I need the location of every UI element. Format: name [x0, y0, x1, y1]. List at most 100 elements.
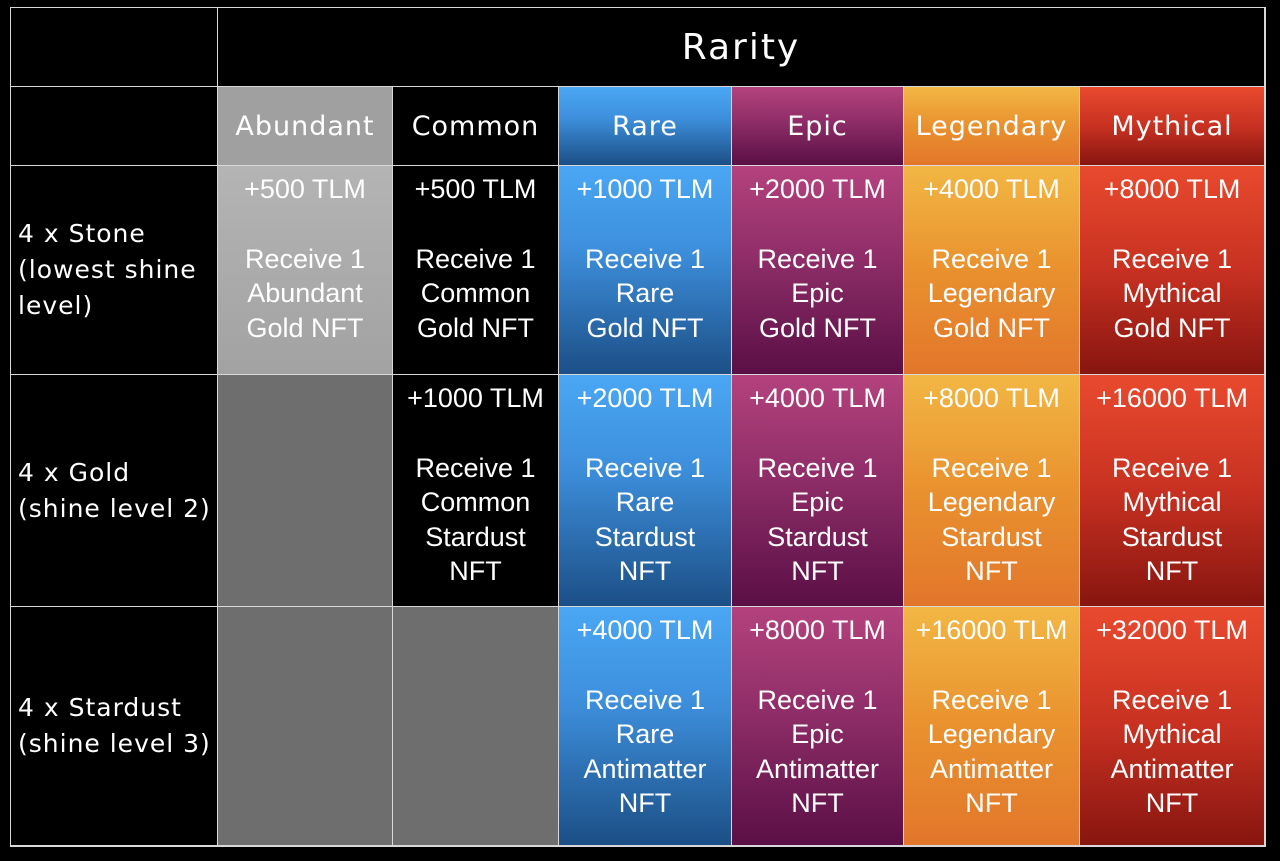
reward-text-line: NFT: [965, 556, 1018, 586]
tlm-amount: +1000 TLM: [407, 383, 544, 413]
tlm-amount: +8000 TLM: [749, 615, 886, 645]
reward-text-line: Legendary: [927, 719, 1056, 749]
reward-text-line: Receive 1: [584, 452, 706, 483]
reward-text-line: Receive 1: [1111, 452, 1233, 483]
reward-text-line: Common: [420, 278, 531, 308]
reward-cell-legendary: +16000 TLM Receive 1 Legendary Antimatter NF…: [904, 607, 1080, 846]
reward-cell-epic: +8000 TLM Receive 1 Epic Antimatter NFT: [732, 607, 904, 846]
empty-cell: [218, 375, 393, 607]
spacer: [1080, 648, 1264, 683]
row-label-2: 4 x Gold (shine level 2): [11, 375, 218, 607]
reward-text-line: NFT: [1145, 556, 1199, 586]
spacer: [218, 207, 392, 242]
reward-text-line: NFT: [449, 556, 502, 586]
row-label-line: 4 x Stone: [18, 219, 146, 248]
tlm-amount: +32000 TLM: [1096, 615, 1248, 645]
reward-text-line: Receive 1: [757, 452, 878, 483]
reward-text-line: Epic: [791, 719, 844, 749]
tlm-amount: +1000 TLM: [576, 174, 714, 204]
reward-text-line: NFT: [965, 788, 1018, 818]
tlm-amount: +8000 TLM: [923, 383, 1060, 413]
spacer: [904, 207, 1079, 242]
tlm-amount: +8000 TLM: [1103, 174, 1241, 204]
row-label-line: level): [18, 291, 94, 320]
spacer: [904, 648, 1079, 683]
reward-text-line: Antimatter: [929, 753, 1054, 784]
spacer: [559, 648, 731, 683]
reward-text-line: Epic: [791, 278, 844, 308]
reward-text-line: Receive 1: [415, 452, 536, 483]
reward-text-line: Receive 1: [931, 684, 1052, 715]
reward-text-line: NFT: [1145, 788, 1199, 818]
reward-cell-legendary: +4000 TLM Receive 1 Legendary Gold NFT: [904, 166, 1080, 375]
table-title: Rarity: [218, 8, 1265, 87]
spacer: [732, 207, 903, 242]
tlm-amount: +2000 TLM: [749, 174, 886, 204]
reward-text-line: Receive 1: [584, 684, 706, 715]
row-label-line: (shine level 2): [18, 493, 211, 523]
reward-text-line: Receive 1: [584, 243, 706, 274]
reward-text-line: Rare: [615, 487, 675, 517]
reward-cell-abundant: +500 TLM Receive 1 Abundant Gold NFT: [218, 166, 393, 375]
reward-text-line: Receive 1: [244, 243, 366, 274]
reward-text-line: NFT: [791, 788, 844, 818]
spacer: [559, 207, 731, 242]
tlm-amount: +16000 TLM: [915, 615, 1068, 645]
reward-cell-rare: +1000 TLM Receive 1 Rare Gold NFT: [559, 166, 732, 375]
reward-text-line: Stardust: [594, 521, 696, 552]
spacer: [393, 416, 558, 451]
reward-text-line: Mythical: [1122, 487, 1222, 517]
spacer: [393, 207, 558, 242]
tlm-amount: +500 TLM: [414, 174, 537, 204]
reward-cell-mythical: +16000 TLM Receive 1 Mythical Stardust NFT: [1080, 375, 1265, 607]
rarity-table: Rarity Abundant Common Rare Epic Legendary My…: [10, 7, 1266, 847]
row-label-line: 4 x Gold: [18, 457, 131, 487]
row-label-1: 4 x Stone (lowest shine level): [11, 166, 218, 375]
reward-text-line: Antimatter: [755, 753, 880, 784]
reward-text-line: Gold NFT: [758, 312, 877, 343]
reward-cell-mythical: +8000 TLM Receive 1 Mythical Gold NFT: [1080, 166, 1265, 375]
empty-cell: [393, 607, 559, 846]
column-header-abundant: Abundant: [218, 87, 393, 166]
reward-text-line: Receive 1: [757, 243, 878, 274]
column-header-rare: Rare: [559, 87, 732, 166]
reward-text-line: Abundant: [247, 278, 363, 308]
corner-cell: [11, 8, 218, 87]
reward-text-line: Receive 1: [757, 684, 878, 715]
reward-cell-mythical: +32000 TLM Receive 1 Mythical Antimatter NFT: [1080, 607, 1265, 846]
spacer: [1080, 416, 1264, 451]
reward-text-line: Gold NFT: [932, 312, 1051, 343]
reward-cell-epic: +4000 TLM Receive 1 Epic Stardust NFT: [732, 375, 904, 607]
reward-text-line: Stardust: [941, 521, 1042, 552]
reward-text-line: Receive 1: [931, 452, 1052, 483]
column-header-mythical: Mythical: [1080, 87, 1265, 166]
reward-text-line: Receive 1: [1111, 243, 1233, 274]
row-label-3: 4 x Stardust (shine level 3): [11, 607, 218, 846]
tlm-amount: +500 TLM: [244, 174, 366, 204]
reward-text-line: Gold NFT: [586, 312, 704, 343]
tlm-amount: +2000 TLM: [576, 383, 714, 413]
column-header-common: Common: [393, 87, 559, 166]
reward-text-line: Gold NFT: [416, 312, 535, 343]
reward-text-line: Rare: [615, 719, 675, 749]
spacer: [1080, 207, 1264, 242]
spacer: [732, 648, 903, 683]
reward-text-line: Receive 1: [931, 243, 1052, 274]
reward-text-line: Mythical: [1122, 278, 1222, 308]
corner-cell-2: [11, 87, 218, 166]
reward-cell-common: +1000 TLM Receive 1 Common Stardust NFT: [393, 375, 559, 607]
tlm-amount: +4000 TLM: [576, 615, 714, 645]
reward-cell-common: +500 TLM Receive 1 Common Gold NFT: [393, 166, 559, 375]
reward-text-line: Mythical: [1122, 719, 1222, 749]
row-label-line: 4 x Stardust: [18, 693, 182, 722]
reward-cell-rare: +2000 TLM Receive 1 Rare Stardust NFT: [559, 375, 732, 607]
reward-text-line: NFT: [618, 788, 672, 818]
reward-text-line: Gold NFT: [246, 312, 364, 343]
spacer: [559, 416, 731, 451]
reward-cell-legendary: +8000 TLM Receive 1 Legendary Stardust NFT: [904, 375, 1080, 607]
reward-text-line: Epic: [791, 487, 844, 517]
reward-cell-epic: +2000 TLM Receive 1 Epic Gold NFT: [732, 166, 904, 375]
row-label-line: (shine level 3): [18, 729, 211, 758]
reward-text-line: Stardust: [425, 521, 526, 552]
reward-text-line: Stardust: [1121, 521, 1223, 552]
